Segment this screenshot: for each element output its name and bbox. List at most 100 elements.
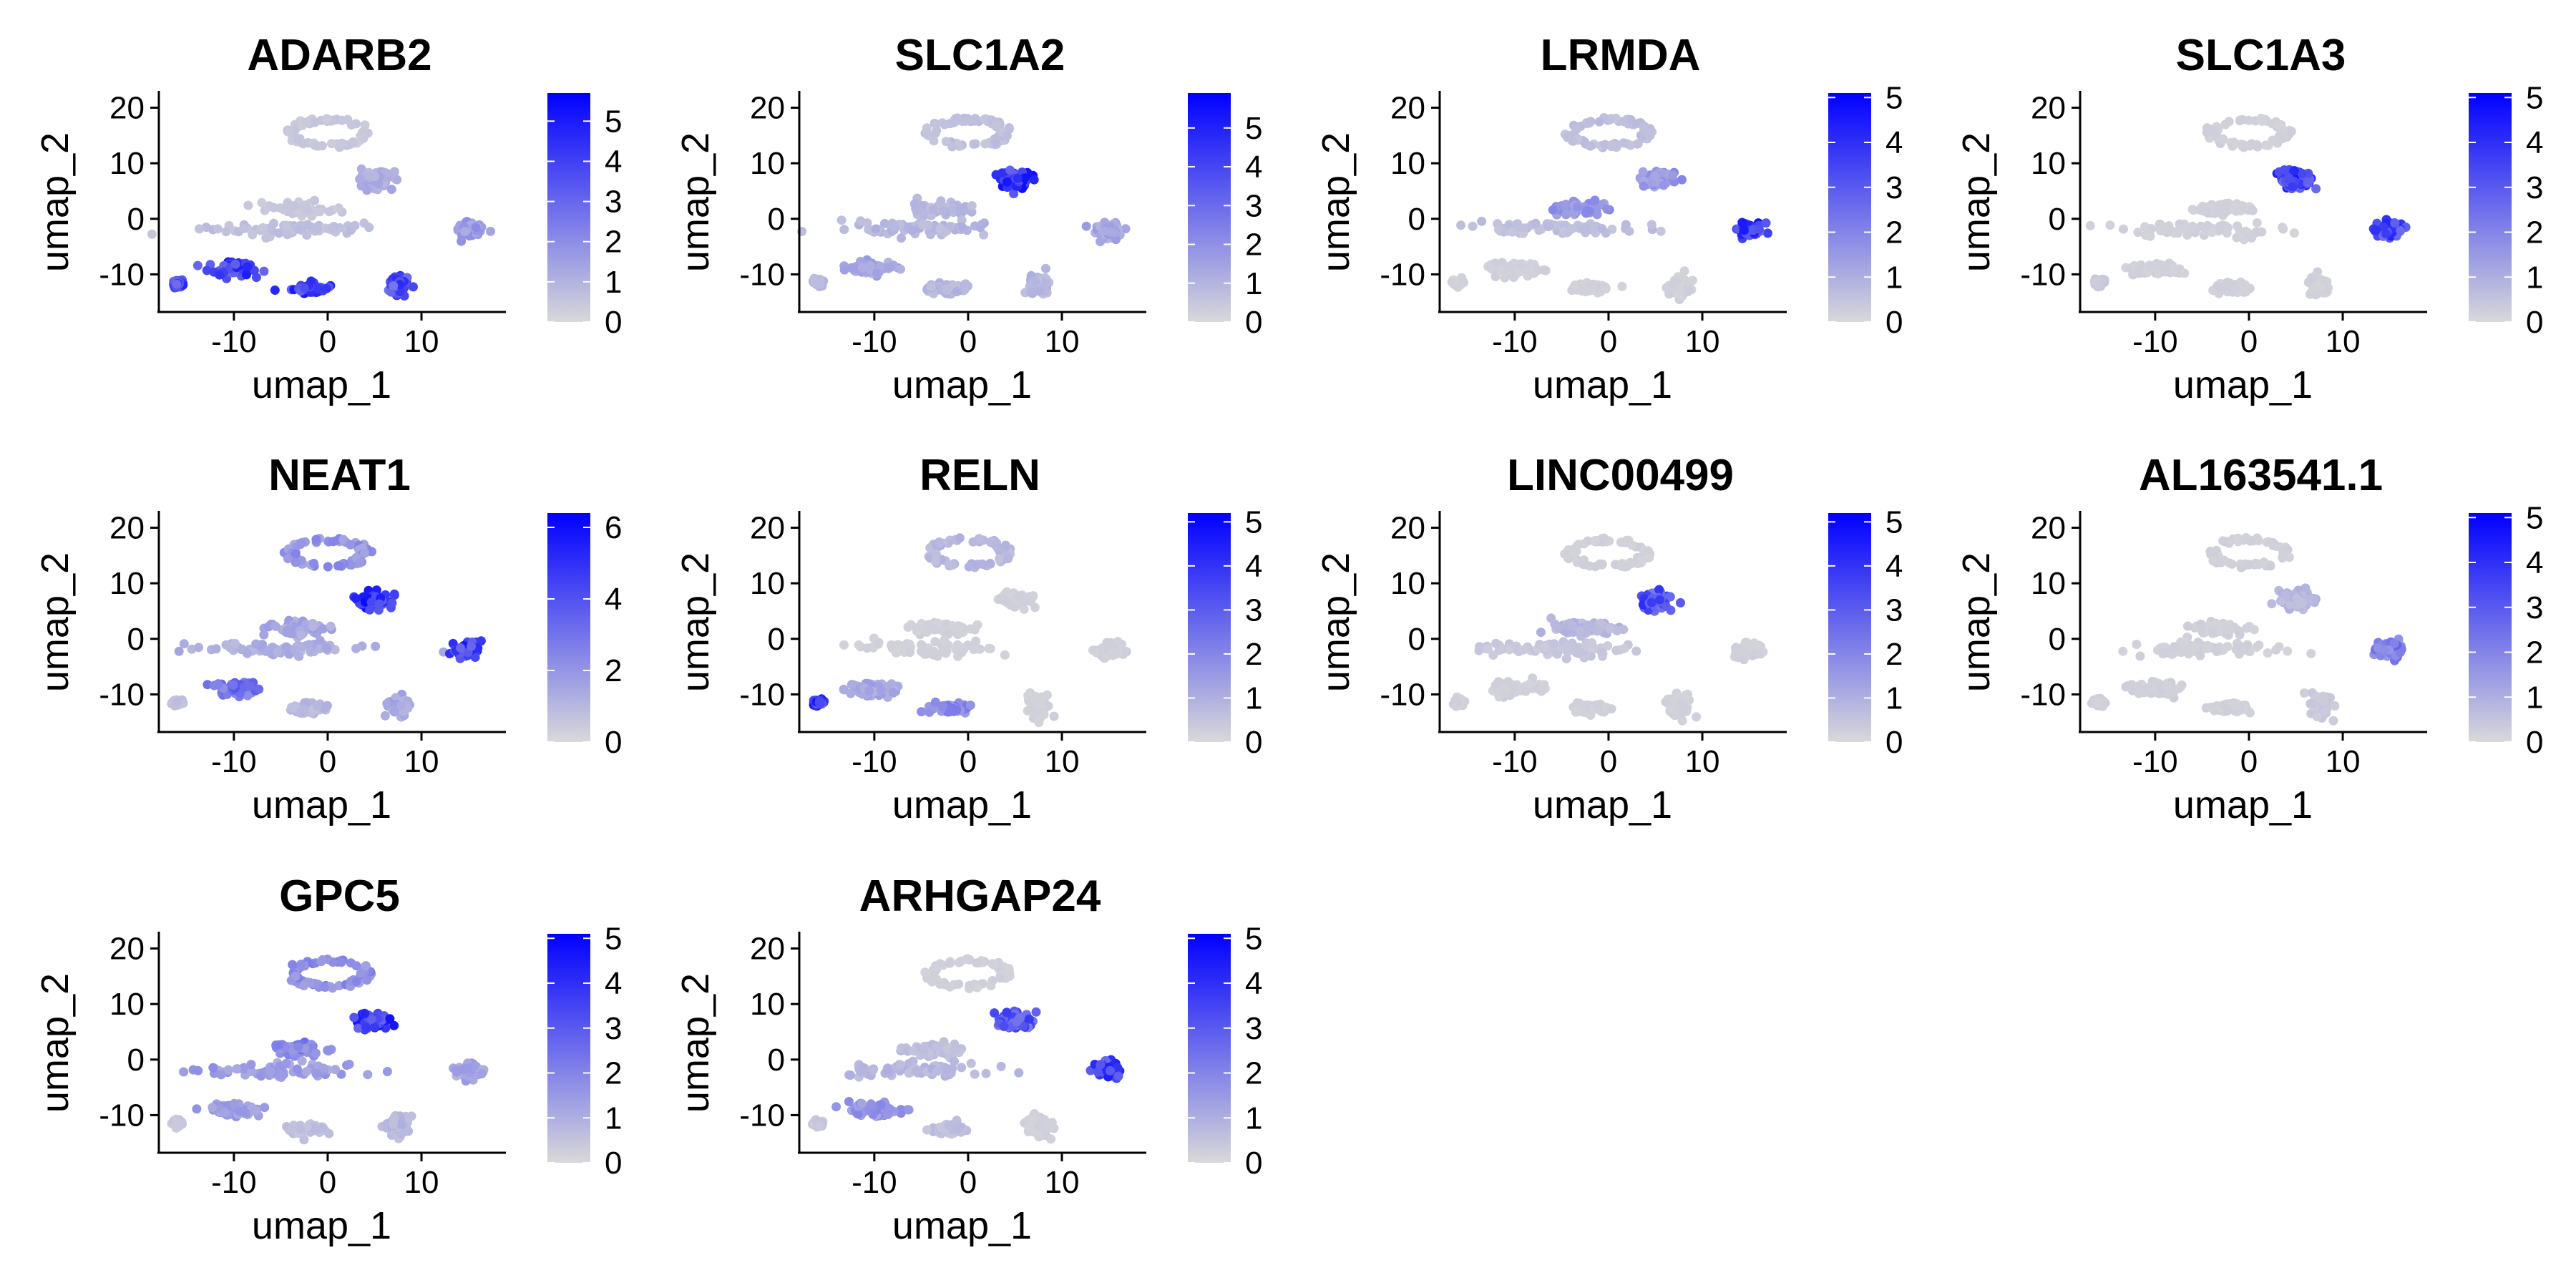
data-point [1035,286,1045,296]
x-tick-label: -10 [1492,324,1538,359]
data-point [2195,205,2205,215]
x-tick-label: -10 [1492,744,1538,779]
colorbar-label: 2 [1245,637,1262,672]
data-point [2257,227,2267,237]
data-point [293,224,303,234]
colorbar-label: 2 [1885,637,1903,672]
data-point [1677,175,1687,185]
data-point [1631,646,1641,656]
data-point [1656,226,1666,236]
data-point [1692,712,1702,722]
data-point [1740,225,1750,235]
y-axis-title: umap_2 [674,132,717,272]
data-point [1659,180,1669,190]
data-point [2085,220,2095,230]
data-point [370,172,380,182]
colorbar-label: 5 [605,104,622,139]
x-tick-label: -10 [211,324,257,359]
data-point [1518,645,1528,655]
data-point [912,623,922,633]
colorbar-label: 0 [605,725,622,760]
data-point [1020,173,1030,183]
x-tick-label: -10 [852,744,897,779]
data-point [1539,680,1549,690]
data-point [999,595,1009,605]
data-point [940,635,949,645]
colorbar-label: 5 [1245,111,1262,146]
data-point [1508,227,1517,237]
data-point [1499,688,1509,698]
y-axis-title: umap_2 [34,552,77,692]
data-point [2219,555,2229,565]
colorbar-label: 1 [1245,266,1262,301]
colorbar-label: 2 [605,225,622,260]
data-point [1096,237,1106,247]
panel-title: LINC00499 [1507,451,1734,500]
data-point [964,562,974,572]
data-point [945,221,955,231]
data-point [1099,226,1109,236]
data-point [322,114,332,124]
data-point [302,230,312,240]
data-point [1030,276,1040,286]
data-point [396,701,406,711]
data-point [1543,222,1553,232]
colorbar-label: 1 [1885,260,1903,295]
panel-title: ADARB2 [247,31,431,80]
data-point [1621,220,1631,230]
data-point [2233,640,2243,650]
data-point [979,230,989,240]
data-point [2202,221,2212,230]
data-point [2390,218,2400,228]
data-point [997,168,1007,178]
data-point [948,204,958,214]
data-point [879,219,889,228]
data-point [1677,716,1687,726]
data-point [2316,281,2325,291]
x-tick-label: 10 [1685,744,1720,779]
data-point [299,283,309,293]
data-point [265,223,275,233]
data-point [308,622,318,632]
y-tick-label: -10 [1380,257,1425,292]
colorbar-label: 5 [2526,80,2543,115]
data-point [2289,166,2299,175]
data-point [273,647,283,657]
data-point [950,116,959,126]
y-tick-label: -10 [99,257,145,292]
data-point [260,205,270,215]
data-point [1646,220,1657,230]
data-point [970,114,980,124]
data-point [931,650,941,660]
data-point [917,220,927,230]
data-point [195,224,205,234]
data-point [955,141,965,151]
colorbar-label: 4 [1885,125,1903,160]
data-point [239,223,249,233]
x-tick-label: 10 [404,324,439,359]
data-point [862,643,872,653]
data-point [2159,224,2169,234]
data-point [903,622,913,632]
data-point [1456,220,1466,230]
data-point [248,230,258,240]
data-point [864,225,874,235]
y-tick-label: 10 [109,566,145,601]
data-point [2297,598,2307,608]
colorbar-label: 4 [1245,549,1262,584]
data-point [2156,260,2166,270]
data-point [324,207,334,217]
y-tick-label: 20 [1390,511,1425,546]
data-point [1000,650,1010,660]
data-point [356,164,366,174]
x-tick-label: 10 [1045,324,1080,359]
data-point [2222,284,2232,293]
data-point [221,227,231,237]
data-point [1536,628,1546,638]
data-point [1668,170,1678,180]
data-point [1687,275,1697,286]
data-point [984,643,994,653]
data-point [941,137,951,147]
data-point [1633,139,1643,149]
